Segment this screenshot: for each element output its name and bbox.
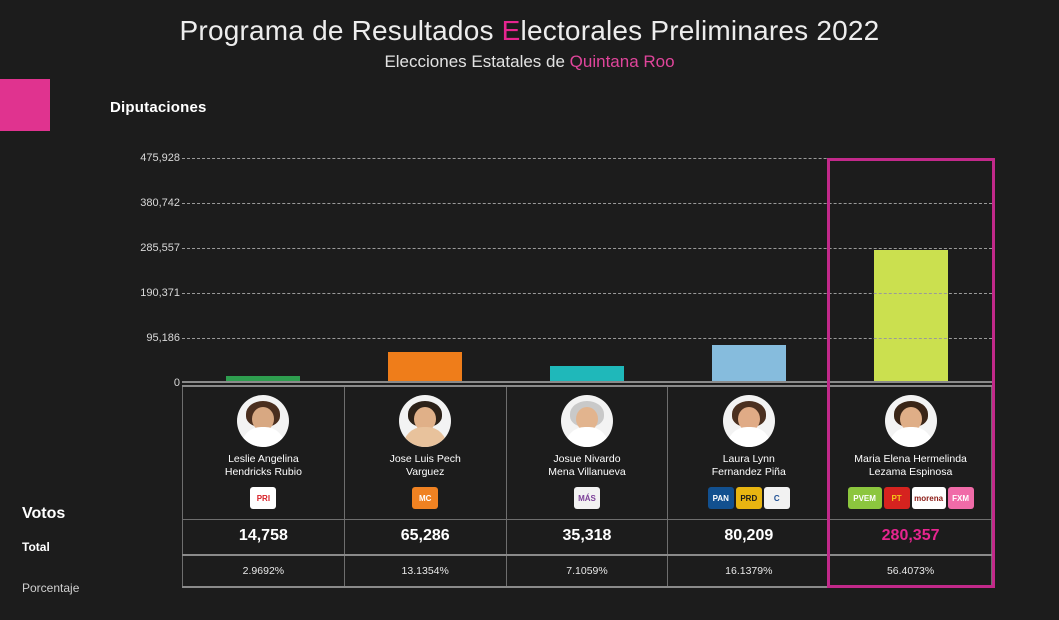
page-title-accent: E [501, 15, 521, 46]
total-cell: 35,318 [505, 520, 668, 554]
percentage-value: 16.1379% [725, 565, 773, 577]
gridline [182, 337, 992, 339]
votos-label: Votos [22, 505, 66, 522]
page-subtitle-state: Quintana Roo [569, 52, 675, 71]
page-title: Programa de Resultados Electorales Preli… [0, 14, 1059, 48]
page-title-pre: Programa de Resultados [179, 15, 502, 46]
bar[interactable] [387, 352, 463, 383]
party-logos: PRI [187, 487, 340, 509]
candidate-row: Leslie Angelina Hendricks Rubio PRI Jose L… [182, 385, 992, 519]
plot-area [182, 158, 992, 383]
gridline [182, 158, 992, 159]
pan-logo: PAN [707, 487, 734, 509]
page-subtitle-pre: Elecciones Estatales de [384, 52, 570, 71]
candidate-cell[interactable]: Jose Luis Pech Varguez MC [343, 387, 506, 519]
total-cell: 14,758 [182, 520, 344, 554]
total-value: 280,357 [881, 527, 940, 544]
fuerza-logo: FXM [947, 487, 974, 509]
bar-cell [344, 158, 506, 383]
candidate-name: Jose Luis Pech Varguez [389, 453, 461, 478]
gridline [182, 247, 992, 249]
bar-cell [506, 158, 668, 383]
y-axis-tick-label: 190,371 [140, 287, 180, 299]
bar[interactable] [711, 345, 787, 383]
pt-logo: PT [883, 487, 910, 509]
avatar [237, 395, 290, 447]
total-cell: 280,357 [829, 520, 992, 554]
avatar [722, 395, 775, 447]
pri-logo: PRI [250, 487, 277, 509]
bar-cell [182, 158, 344, 383]
candidate-name: Leslie Angelina Hendricks Rubio [224, 453, 302, 478]
y-axis-tick-label: 380,742 [140, 197, 180, 209]
section-title: Diputaciones [110, 99, 207, 116]
candidate-cell[interactable]: Maria Elena Hermelinda Lezama Espinosa PV… [829, 387, 992, 519]
total-value: 80,209 [724, 527, 774, 544]
percentage-value: 7.1059% [566, 565, 608, 577]
total-value: 14,758 [238, 527, 288, 544]
avatar [560, 395, 613, 447]
total-cell: 80,209 [667, 520, 829, 554]
percentage-cell: 7.1059% [505, 556, 668, 586]
candidate-name: Josue Nivardo Mena Villanueva [548, 453, 626, 478]
bar-cell [668, 158, 830, 383]
candidate-cell[interactable]: Leslie Angelina Hendricks Rubio PRI [182, 387, 344, 519]
percentage-value: 2.9692% [242, 565, 285, 577]
candidate-name: Maria Elena Hermelinda Lezama Espinosa [854, 453, 967, 478]
bar[interactable] [549, 366, 625, 383]
avatar [884, 395, 937, 447]
movimiento-ciudadano-logo: MC [412, 487, 439, 509]
prd-logo: PRD [735, 487, 762, 509]
total-cell: 65,286 [343, 520, 506, 554]
bar[interactable] [225, 376, 301, 383]
section-color-swatch [0, 79, 50, 131]
gridline [182, 203, 992, 204]
page-subtitle: Elecciones Estatales de Quintana Roo [0, 51, 1059, 73]
x-axis-baseline [182, 381, 992, 383]
bar-series [182, 158, 992, 383]
percentage-cell: 16.1379% [667, 556, 829, 586]
candidate-cell[interactable]: Josue Nivardo Mena Villanueva MÁS [505, 387, 668, 519]
results-table: Leslie Angelina Hendricks Rubio PRI Jose L… [182, 385, 992, 588]
total-value: 65,286 [400, 527, 450, 544]
y-axis-tick-label: 285,557 [140, 241, 180, 254]
chart-area: 475,928 380,742 285,557 190,371 95,186 0 Lesl… [0, 150, 1059, 620]
percentage-row: 2.9692% 13.1354% 7.1059% 16.1379% 56.4073% [182, 554, 992, 588]
party-logos: MC [349, 487, 502, 509]
totals-row: 14,758 65,286 35,318 80,209 280,357 [182, 519, 992, 554]
party-logos: PVEM PT morena FXM [834, 487, 987, 509]
gridline [182, 293, 992, 294]
total-value: 35,318 [562, 527, 612, 544]
page-header: Programa de Resultados Electorales Preli… [0, 0, 1059, 73]
percentage-cell: 13.1354% [343, 556, 506, 586]
percentage-value: 56.4073% [886, 565, 935, 577]
bar-cell [830, 158, 992, 383]
total-label: Total [22, 540, 50, 554]
confianza-logo: C [763, 487, 790, 509]
percentage-cell: 2.9692% [182, 556, 344, 586]
pvem-logo: PVEM [847, 487, 882, 509]
candidate-cell[interactable]: Laura Lynn Fernandez Piña PAN PRD C [667, 387, 829, 519]
mas-logo: MÁS [573, 487, 600, 509]
y-axis-tick-label: 95,186 [146, 331, 180, 344]
avatar [399, 395, 452, 447]
porcentaje-label: Porcentaje [22, 581, 80, 595]
percentage-value: 13.1354% [401, 565, 449, 577]
party-logos: PAN PRD C [672, 487, 825, 509]
candidate-name: Laura Lynn Fernandez Piña [711, 453, 786, 478]
bar[interactable] [873, 250, 949, 383]
y-axis: 475,928 380,742 285,557 190,371 95,186 0 [104, 152, 180, 389]
page-title-post: lectorales Preliminares 2022 [520, 15, 880, 46]
party-logos: MÁS [511, 487, 664, 509]
y-axis-tick-label: 0 [173, 377, 180, 389]
y-axis-tick-label: 475,928 [140, 152, 180, 164]
morena-logo: morena [911, 487, 946, 509]
percentage-cell: 56.4073% [829, 556, 992, 586]
